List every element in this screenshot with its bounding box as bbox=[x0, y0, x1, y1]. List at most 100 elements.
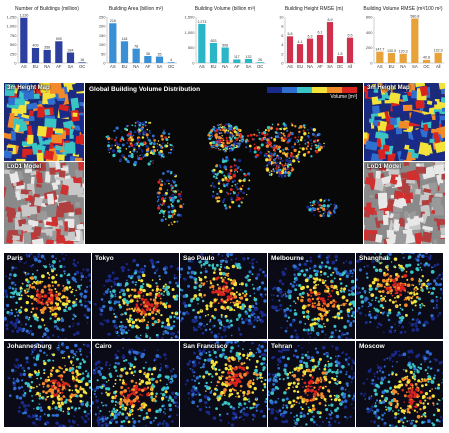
city-dot bbox=[174, 335, 178, 339]
city-dot bbox=[27, 366, 31, 370]
city-dot bbox=[372, 265, 376, 269]
city-dot bbox=[386, 272, 389, 276]
volume-dot bbox=[322, 204, 326, 208]
city-dot bbox=[118, 325, 121, 328]
building-block bbox=[414, 232, 424, 244]
city-dot bbox=[134, 318, 138, 322]
city-dot bbox=[245, 356, 249, 360]
city-dot bbox=[24, 381, 28, 385]
city-dot bbox=[409, 291, 413, 295]
city-dot bbox=[48, 388, 53, 393]
city-dot bbox=[22, 389, 25, 392]
city-dot bbox=[248, 305, 252, 309]
city-dot bbox=[137, 408, 140, 411]
city-dot bbox=[242, 292, 244, 295]
volume-dot bbox=[307, 132, 310, 134]
city-dot bbox=[263, 383, 266, 386]
city-dot bbox=[227, 368, 230, 371]
city-dot bbox=[387, 318, 391, 322]
volume-dot bbox=[137, 156, 141, 161]
city-dot bbox=[300, 295, 303, 298]
city-dot bbox=[206, 323, 208, 326]
city-dot bbox=[220, 315, 223, 318]
city-dot bbox=[333, 303, 336, 306]
city-dot bbox=[278, 299, 281, 302]
volume-dot bbox=[234, 168, 238, 172]
city-dot bbox=[15, 329, 20, 334]
city-dot bbox=[118, 291, 121, 294]
city-dot bbox=[208, 263, 211, 267]
city-dot bbox=[104, 363, 108, 367]
city-dot bbox=[126, 303, 129, 307]
city-dot bbox=[46, 413, 50, 417]
city-dot bbox=[110, 280, 113, 282]
city-dot bbox=[238, 316, 241, 319]
city-dot bbox=[71, 376, 76, 381]
city-dot bbox=[214, 308, 218, 311]
building-block bbox=[432, 154, 444, 161]
city-dot bbox=[36, 391, 40, 396]
city-dot bbox=[13, 379, 17, 383]
city-dot bbox=[223, 300, 225, 303]
volume-dot bbox=[263, 154, 266, 157]
volume-dot bbox=[212, 171, 215, 175]
volume-dot bbox=[236, 142, 239, 145]
city-dot bbox=[122, 313, 124, 315]
volume-dot bbox=[236, 188, 239, 191]
volume-dot bbox=[267, 154, 270, 157]
city-dot bbox=[165, 302, 168, 305]
volume-dot bbox=[216, 177, 218, 180]
city-dot bbox=[386, 268, 390, 271]
city-dot bbox=[19, 257, 21, 259]
city-dot bbox=[239, 296, 244, 300]
city-dot bbox=[319, 325, 323, 328]
city-dot bbox=[105, 425, 108, 427]
city-dot bbox=[197, 303, 199, 305]
city-dot bbox=[145, 412, 149, 415]
volume-dot bbox=[290, 151, 293, 154]
city-dot bbox=[341, 332, 344, 335]
city-dot bbox=[135, 381, 138, 384]
city-dot bbox=[147, 312, 152, 316]
city-dot bbox=[68, 420, 71, 423]
volume-dot bbox=[213, 145, 215, 148]
city-dot bbox=[20, 400, 25, 405]
building-block bbox=[440, 234, 445, 239]
city-dot bbox=[331, 305, 334, 308]
city-dot bbox=[204, 328, 208, 332]
volume-dot bbox=[149, 121, 152, 124]
city-dot bbox=[18, 309, 22, 313]
city-dot bbox=[122, 301, 126, 305]
bar bbox=[422, 59, 431, 63]
city-dot bbox=[114, 382, 117, 385]
city-dot bbox=[253, 297, 258, 302]
city-dot bbox=[357, 306, 361, 310]
city-dot bbox=[323, 308, 327, 312]
city-dot bbox=[61, 357, 64, 359]
city-dot bbox=[229, 301, 232, 304]
city-dot bbox=[43, 306, 47, 310]
bar bbox=[209, 42, 218, 63]
building-block bbox=[33, 193, 40, 198]
city-dot bbox=[68, 325, 71, 328]
city-dot bbox=[138, 382, 142, 386]
city-dot bbox=[122, 347, 125, 350]
city-dot bbox=[249, 316, 252, 319]
city-dot bbox=[35, 394, 37, 396]
city-dot bbox=[103, 319, 106, 322]
city-dot bbox=[419, 306, 422, 309]
city-name: Sao Paulo bbox=[183, 255, 215, 262]
city-dot bbox=[134, 283, 137, 286]
volume-dot bbox=[239, 159, 242, 162]
city-dot bbox=[95, 395, 97, 398]
city-dot bbox=[414, 322, 418, 325]
building-block bbox=[44, 118, 57, 128]
bar bbox=[167, 62, 175, 63]
volume-dot bbox=[161, 172, 165, 175]
city-dot bbox=[186, 271, 189, 274]
city-dot bbox=[118, 401, 123, 406]
city-dot bbox=[140, 379, 145, 384]
volume-dot bbox=[120, 131, 122, 133]
building-block bbox=[421, 231, 433, 243]
city-dot bbox=[221, 278, 225, 282]
